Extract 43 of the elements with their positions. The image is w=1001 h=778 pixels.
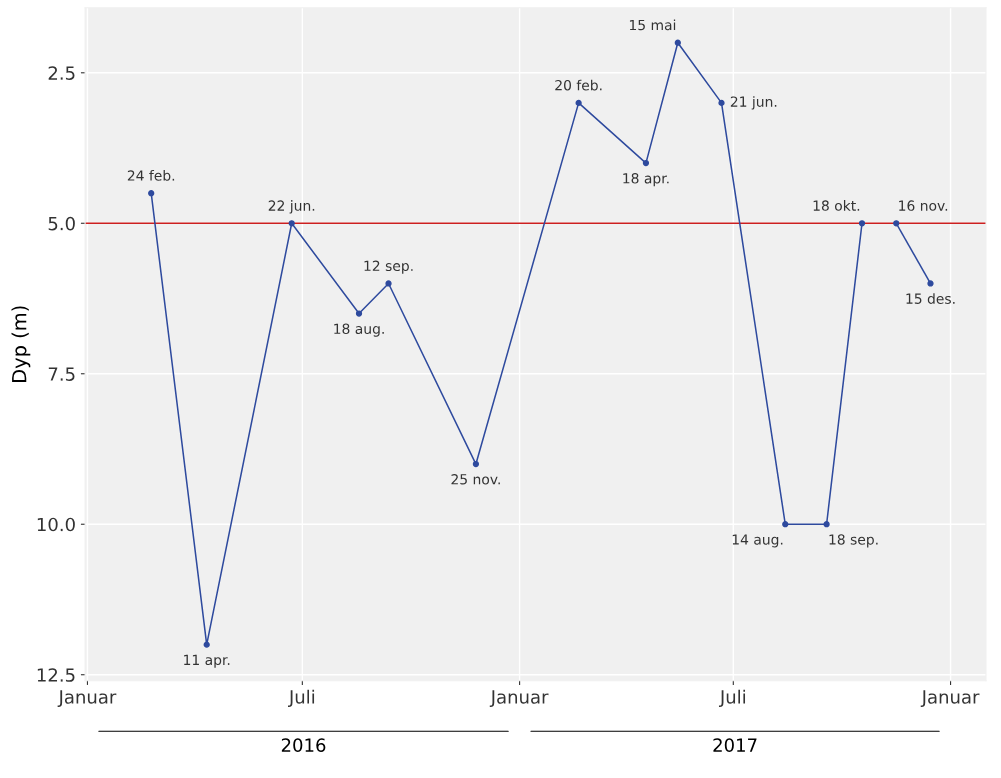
y-tick-label: 10.0	[37, 517, 75, 532]
point	[385, 280, 392, 287]
annotation: 18 apr.	[623, 173, 669, 187]
annotation: 14 aug.	[732, 534, 783, 548]
annotation: 18 sep.	[829, 534, 878, 548]
text: 2017	[713, 738, 757, 752]
annotation: 20 feb.	[555, 79, 602, 91]
point	[782, 521, 789, 528]
point	[718, 99, 725, 107]
point	[642, 159, 650, 167]
point	[674, 39, 681, 46]
point	[575, 99, 582, 107]
y-axis-title: Dyp (m)	[11, 306, 31, 382]
annotation: 18 okt.	[813, 200, 860, 211]
y-tick-label: 12.5	[37, 668, 75, 682]
annotation: 12 sep.	[364, 260, 413, 274]
annotation: 15 des.	[906, 293, 955, 304]
annotation: 15 mai	[629, 19, 676, 31]
y-tick-label: 7.5	[48, 367, 75, 381]
point	[472, 460, 480, 468]
annotation: 18 aug.	[334, 323, 384, 337]
annotation: 11 apr.	[184, 654, 230, 668]
x-tick-label: Januar	[920, 690, 980, 708]
text: 2016	[281, 738, 326, 752]
point	[148, 190, 155, 197]
x-tick-label: Juli	[718, 689, 746, 708]
annotation: 22 jun.	[268, 200, 315, 214]
point	[203, 641, 210, 648]
point	[893, 220, 900, 227]
point	[858, 220, 866, 227]
y-tick-label: 5.0	[48, 216, 75, 231]
y-tick-label: 2.5	[48, 66, 75, 80]
annotation: 25 nov.	[451, 474, 500, 485]
point	[288, 220, 295, 227]
point	[355, 310, 363, 317]
x-tick-label: Januar	[57, 690, 117, 708]
point	[927, 280, 934, 287]
annotation: 21 jun.	[730, 96, 777, 110]
point	[823, 521, 830, 528]
annotation: 24 feb.	[127, 170, 175, 181]
x-tick-label: Juli	[288, 689, 315, 708]
x-tick-label: Januar	[489, 690, 549, 708]
annotation: 16 nov.	[899, 200, 948, 211]
